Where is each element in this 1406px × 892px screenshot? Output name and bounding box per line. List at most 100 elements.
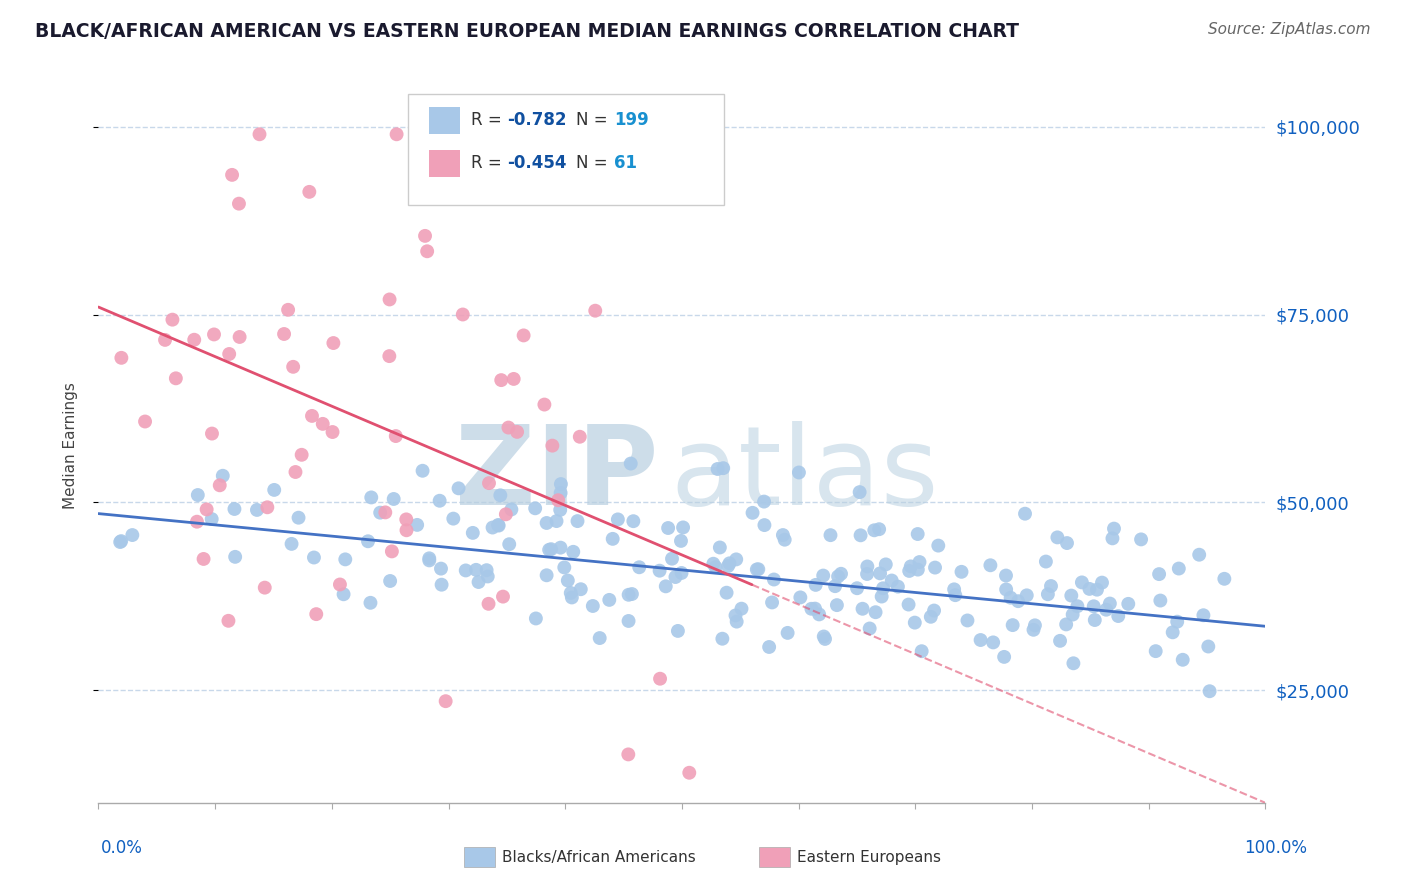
Point — [451, 308, 474, 322]
Point — [1116, 597, 1139, 611]
Point — [489, 488, 512, 502]
Point — [273, 326, 295, 341]
Point — [1066, 599, 1088, 614]
Point — [617, 747, 640, 762]
Point — [907, 527, 929, 541]
Point — [820, 528, 842, 542]
Point — [666, 624, 689, 638]
Point — [924, 560, 946, 574]
Point — [359, 596, 381, 610]
Point — [429, 493, 451, 508]
Point — [548, 503, 571, 517]
Point — [747, 562, 769, 576]
Point — [1000, 591, 1022, 605]
Point — [800, 602, 823, 616]
Point — [617, 614, 640, 628]
Point — [830, 566, 852, 581]
Point — [546, 514, 568, 528]
Point — [263, 483, 285, 497]
Point — [1036, 587, 1059, 601]
Point — [950, 565, 973, 579]
Text: 0.0%: 0.0% — [101, 838, 143, 856]
Point — [287, 510, 309, 524]
Point — [711, 632, 734, 646]
Point — [329, 577, 352, 591]
Text: 61: 61 — [614, 154, 637, 172]
Point — [754, 518, 776, 533]
Point — [412, 464, 434, 478]
Point — [228, 196, 250, 211]
Point — [1014, 507, 1036, 521]
Point — [110, 534, 132, 549]
Point — [201, 512, 224, 526]
Point — [1167, 561, 1189, 575]
Text: R =: R = — [471, 112, 508, 129]
Point — [491, 373, 513, 387]
Point — [856, 566, 879, 581]
Point — [187, 488, 209, 502]
Point — [849, 528, 872, 542]
Point — [434, 694, 457, 708]
Point — [1085, 582, 1108, 597]
Point — [465, 563, 488, 577]
Point — [621, 514, 644, 528]
Point — [1049, 633, 1071, 648]
Point — [211, 468, 233, 483]
Point — [602, 532, 624, 546]
Point — [202, 327, 225, 342]
Point — [1007, 594, 1029, 608]
Point — [657, 521, 679, 535]
Point — [228, 330, 250, 344]
Point — [745, 562, 768, 576]
Point — [186, 515, 208, 529]
Point — [943, 582, 966, 597]
Point — [711, 461, 734, 475]
Point — [773, 533, 796, 547]
Point — [322, 425, 344, 439]
Point — [560, 586, 582, 600]
Point — [165, 371, 187, 385]
Point — [550, 541, 572, 555]
Point — [108, 535, 131, 549]
Point — [995, 568, 1018, 582]
Point — [382, 491, 405, 506]
Point — [827, 569, 849, 583]
Point — [863, 523, 886, 537]
Point — [360, 491, 382, 505]
Point — [224, 502, 246, 516]
Point — [280, 537, 302, 551]
Point — [620, 587, 643, 601]
Point — [1149, 593, 1171, 607]
Point — [880, 574, 903, 588]
Point — [1091, 575, 1114, 590]
Point — [1070, 575, 1092, 590]
Point — [875, 558, 897, 572]
Point — [301, 409, 323, 423]
Point — [536, 568, 558, 582]
Point — [547, 493, 569, 508]
Point — [908, 555, 931, 569]
Point — [606, 512, 628, 526]
Point — [813, 630, 835, 644]
Point — [1166, 615, 1188, 629]
Point — [335, 552, 357, 566]
Point — [134, 415, 156, 429]
Point — [201, 426, 224, 441]
Point — [291, 448, 314, 462]
Point — [808, 607, 831, 622]
Point — [704, 560, 727, 574]
Point — [702, 557, 724, 571]
Point — [1101, 532, 1123, 546]
Point — [416, 244, 439, 259]
Point — [1001, 618, 1024, 632]
Point — [568, 430, 591, 444]
Point — [478, 476, 501, 491]
Point — [868, 522, 890, 536]
Point — [927, 539, 949, 553]
Point — [1192, 608, 1215, 623]
Point — [1197, 640, 1219, 654]
Point — [221, 168, 243, 182]
Point — [378, 349, 401, 363]
Point — [669, 533, 692, 548]
Point — [897, 598, 920, 612]
